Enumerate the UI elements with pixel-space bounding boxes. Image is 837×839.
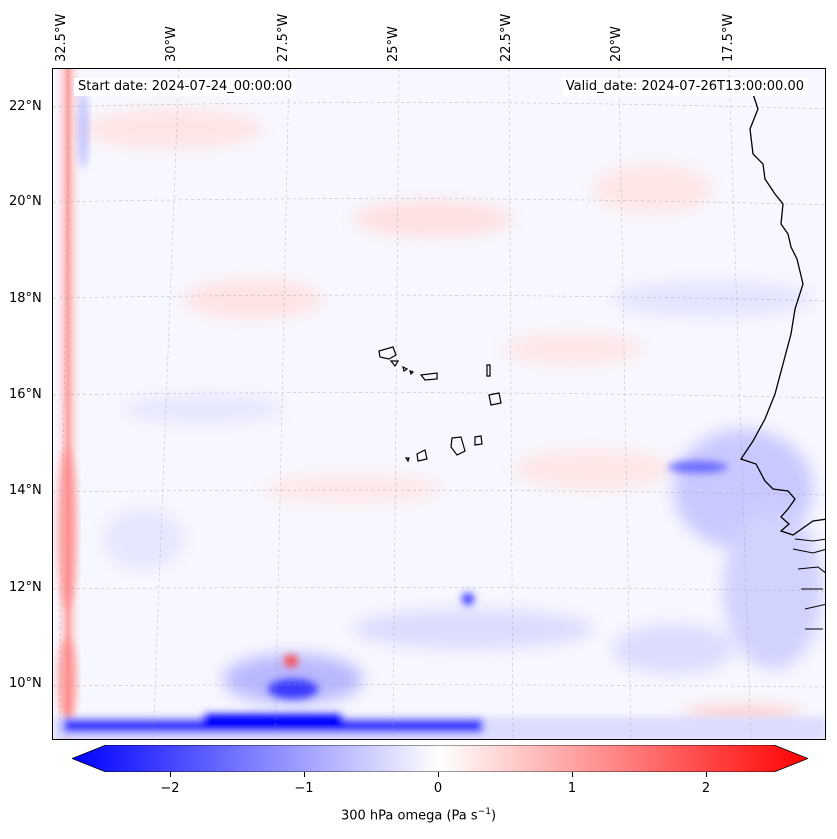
lat-label-12n: 12°N xyxy=(9,580,42,595)
left-edge-strip xyxy=(53,69,83,739)
lat-label-10n: 10°N xyxy=(9,676,42,691)
lon-label-32-5w: 32.5°W xyxy=(54,13,69,62)
cape-verde-islands xyxy=(378,346,502,463)
colorbar-gradient xyxy=(70,744,810,773)
lat-label-22n: 22°N xyxy=(9,99,42,114)
map-panel xyxy=(52,68,826,740)
lat-label-14n: 14°N xyxy=(9,483,42,498)
lon-label-25w: 25°W xyxy=(386,26,401,62)
colorbar-tick-label: 2 xyxy=(701,781,711,796)
lat-label-16n: 16°N xyxy=(9,387,42,402)
lat-label-20n: 20°N xyxy=(9,194,42,209)
colorbar-tick-mark xyxy=(170,772,171,777)
colorbar-body xyxy=(70,744,810,773)
colorbar-tick-label: −2 xyxy=(160,781,180,796)
lon-label-30w: 30°W xyxy=(164,26,179,62)
colorbar-tick-label: −1 xyxy=(294,781,314,796)
omega-patches xyxy=(83,109,823,722)
lon-label-17-5w: 17.5°W xyxy=(721,13,736,62)
omega-field-map xyxy=(53,69,825,739)
colorbar-tick-mark xyxy=(304,772,305,777)
colorbar-tick-label: 0 xyxy=(433,781,443,796)
colorbar-tick-mark xyxy=(706,772,707,777)
colorbar-tick-mark xyxy=(572,772,573,777)
colorbar xyxy=(70,744,810,773)
lon-label-27-5w: 27.5°W xyxy=(276,13,291,62)
coastline xyxy=(739,93,825,536)
graticule xyxy=(53,69,825,739)
start-date-label: Start date: 2024-07-24_00:00:00 xyxy=(74,78,297,96)
colorbar-tick-label: 1 xyxy=(567,781,577,796)
colorbar-label: 300 hPa omega (Pa s−1) xyxy=(340,807,497,824)
valid-date-label: Valid_date: 2024-07-26T13:00:00.00 xyxy=(561,78,808,96)
lat-label-18n: 18°N xyxy=(9,291,42,306)
lon-label-22-5w: 22.5°W xyxy=(499,13,514,62)
colorbar-units: Pa s xyxy=(451,808,478,824)
bottom-blue-band xyxy=(53,461,825,739)
colorbar-variable: 300 hPa omega xyxy=(340,808,443,824)
colorbar-units-exponent: −1 xyxy=(477,807,491,817)
lon-label-20w: 20°W xyxy=(609,26,624,62)
colorbar-tick-mark xyxy=(438,772,439,777)
coastline-detail xyxy=(792,538,825,630)
